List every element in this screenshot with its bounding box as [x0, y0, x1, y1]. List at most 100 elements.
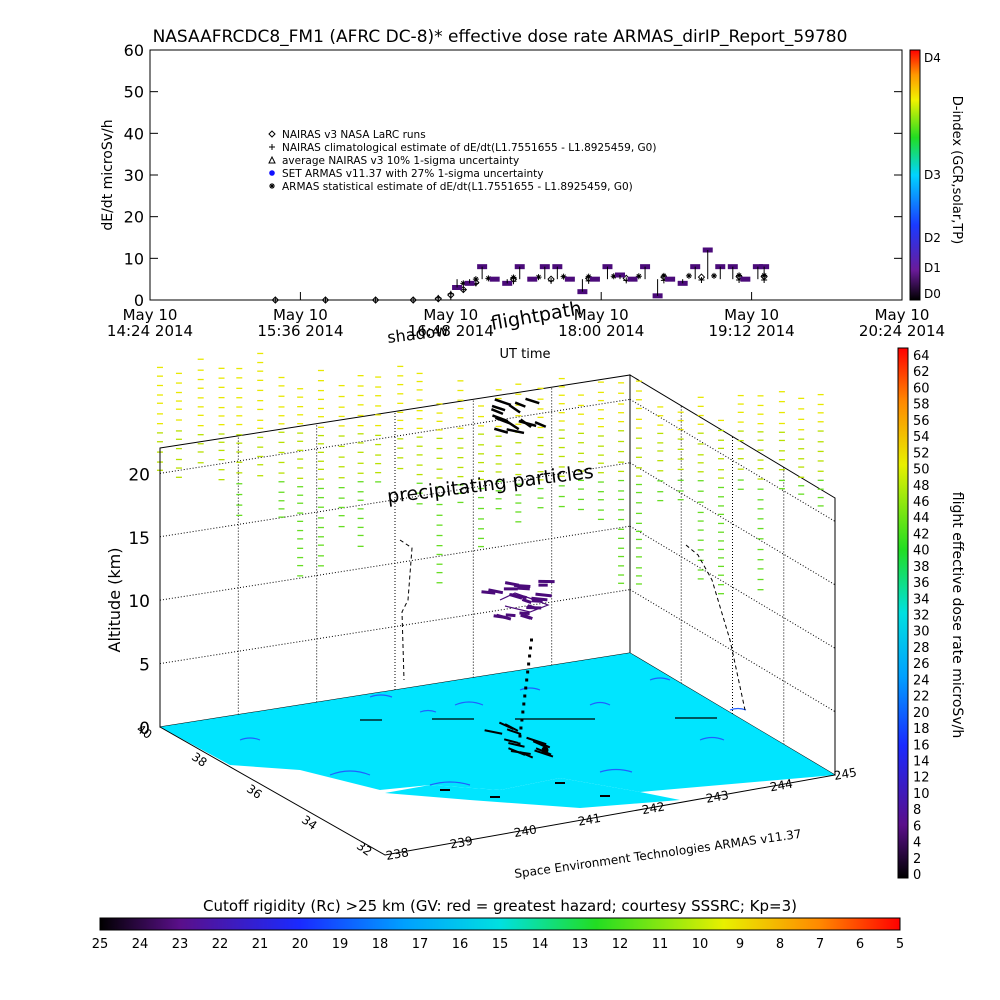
longitude-tick-label: 241: [577, 811, 602, 829]
armas-point: [552, 264, 563, 280]
armas-point: [640, 264, 651, 280]
legend-label: SET ARMAS v11.37 with 27% 1-sigma uncert…: [282, 168, 544, 180]
top-x-tick-time: 19:12 2014: [709, 322, 795, 340]
armas-point: [702, 247, 713, 280]
dose-rate-tick-label: 12: [913, 771, 930, 786]
dindex-tick-label: D2: [924, 231, 941, 245]
flight-top-projection: [491, 404, 506, 412]
flight-cruise-segment: [531, 596, 548, 602]
dose-rate-tick-label: 0: [913, 868, 921, 883]
longitude-tick-label: 245: [833, 765, 858, 783]
dose-rate-tick-label: 30: [913, 625, 930, 640]
dose-rate-tick-label: 60: [913, 381, 930, 396]
rigidity-tick-label: 9: [736, 937, 744, 952]
dose-rate-tick-label: 10: [913, 787, 930, 802]
longitude-tick-label: 243: [705, 788, 730, 806]
series-point-diamond: [547, 275, 555, 283]
dose-rate-tick-label: 58: [913, 398, 930, 413]
longitude-ticks: 238 239 240 241 242 243 244 245: [385, 765, 858, 863]
series-point-asterisk: [510, 274, 517, 281]
series-point-diamond: [697, 273, 706, 281]
dose-rate-tick-label: 6: [913, 819, 921, 834]
flight-top-projection: [508, 404, 521, 414]
grid-line-right: [629, 589, 836, 713]
ground-contour: [649, 677, 671, 681]
legend-symbol-dot: [269, 170, 275, 176]
flight-ground-projection: [526, 736, 547, 746]
dose-rate-tick-label: 42: [913, 527, 930, 542]
armas-point: [759, 264, 770, 280]
flight-top-projection: [525, 397, 540, 405]
flight-ground-projection: [498, 721, 514, 730]
flight-cruise-segment: [517, 586, 530, 591]
longitude-tick-label: 239: [449, 834, 474, 852]
dose-rate-tick-label: 18: [913, 722, 930, 737]
flight-ground-projection: [506, 728, 522, 736]
top-y-axis-label: dE/dt microSv/h: [100, 119, 116, 230]
dindex-colorbar: [909, 49, 921, 301]
rigidity-tick-label: 11: [652, 937, 669, 952]
armas-point: [502, 279, 513, 286]
rigidity-tick-label: 20: [292, 937, 309, 952]
ground-contour: [454, 701, 484, 706]
ground-contour: [329, 770, 371, 776]
flight-path: [399, 397, 746, 759]
ground-contour: [599, 768, 633, 773]
dose-rate-tick-label: 14: [913, 754, 930, 769]
dose-rate-tick-label: 44: [913, 511, 930, 526]
rigidity-colorbar-group: Cutoff rigidity (Rc) >25 km (GV: red = g…: [92, 897, 904, 952]
top-y-ticks: 0 10 20 30 40 50 60: [124, 41, 902, 310]
top-x-axis-label: UT time: [500, 347, 551, 362]
series-point-plus: [410, 297, 417, 303]
altitude-tick-label: 0: [139, 719, 150, 739]
legend-label: average NAIRAS v3 10% 1-sigma uncertaint…: [282, 155, 519, 167]
dose-rate-tick-label: 36: [913, 576, 930, 591]
series-point-plus: [372, 297, 379, 303]
series-point-asterisk: [485, 275, 492, 282]
longitude-tick-label: 242: [641, 799, 666, 817]
armas-point: [577, 279, 588, 295]
series-point-plus: [272, 297, 279, 303]
top-x-tick-date: May 10: [273, 306, 328, 324]
rigidity-tick-label: 22: [212, 937, 229, 952]
dindex-tick-label: D0: [924, 287, 941, 301]
dose-rate-tick-label: 8: [913, 803, 921, 818]
grid-line-left: [159, 462, 631, 538]
armas-point: [615, 272, 625, 280]
rigidity-tick-label: 6: [856, 937, 864, 952]
flight-top-projection: [505, 420, 520, 431]
ground-contour: [729, 707, 747, 711]
flight-top-projection: [518, 419, 537, 428]
grid-line-right: [629, 398, 836, 522]
rigidity-tick-label: 5: [896, 937, 904, 952]
armas-point: [464, 279, 475, 286]
armas-point: [452, 279, 463, 290]
top-y-tick-label: 60: [124, 41, 144, 60]
top-y-tick-label: 0: [134, 291, 144, 310]
top-series: [271, 247, 770, 304]
legend-symbol-plus: [269, 144, 275, 150]
flight-cruise-segment: [488, 588, 504, 595]
top-x-tick-time: 16:48 2014: [408, 322, 494, 340]
top-x-tick-time: 15:36 2014: [257, 322, 343, 340]
dose-rate-colorbar: [897, 347, 909, 879]
legend-label: ARMAS statistical estimate of dE/dt(L1.7…: [282, 181, 633, 193]
top-y-tick-label: 10: [124, 249, 144, 268]
flight-cruise-segment: [496, 613, 512, 621]
series-point-diamond: [509, 275, 518, 283]
altitude-tick-label: 5: [139, 656, 150, 676]
dose-rate-tick-label: 26: [913, 657, 930, 672]
3d-front-edges: [159, 448, 836, 856]
legend-symbol-diamond: [268, 130, 276, 138]
flight-cruise-segment: [505, 613, 516, 618]
series-point-asterisk: [585, 273, 592, 280]
rigidity-tick-label: 24: [132, 937, 149, 952]
grid-line-left: [159, 398, 631, 474]
top-x-tick-date: May 10: [123, 306, 178, 324]
rigidity-tick-label: 17: [412, 937, 429, 952]
latitude-tick-label: 38: [189, 750, 210, 770]
rigidity-tick-label: 18: [372, 937, 389, 952]
legend-label: NAIRAS climatological estimate of dE/dt(…: [282, 142, 656, 154]
series-point-asterisk: [660, 272, 667, 279]
